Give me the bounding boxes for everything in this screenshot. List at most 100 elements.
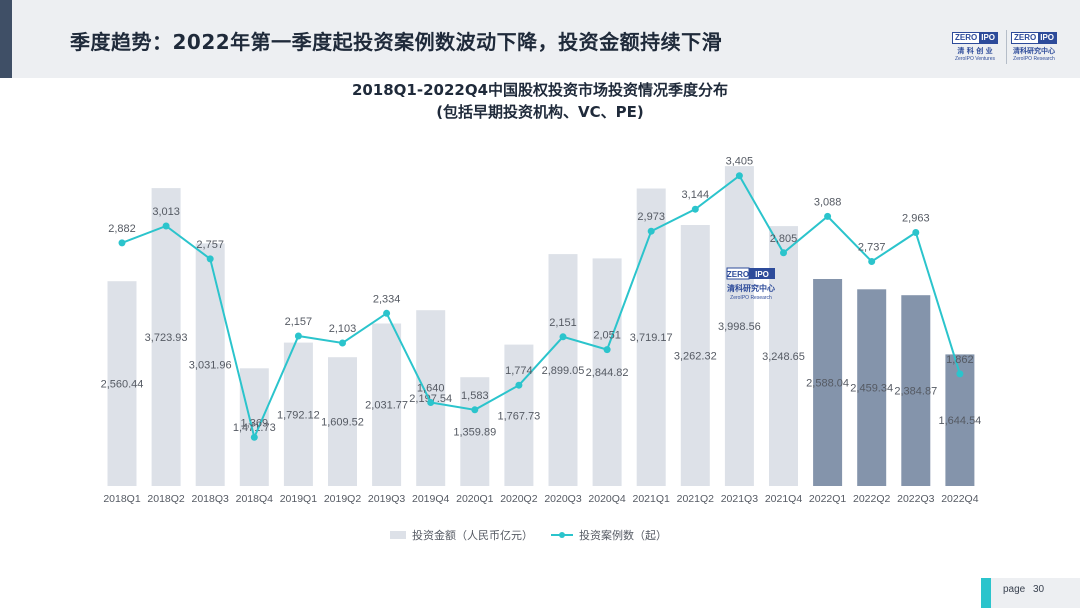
x-tick-label: 2022Q1 xyxy=(809,493,847,505)
x-tick-label: 2019Q3 xyxy=(368,493,406,505)
cases-value-label: 2,334 xyxy=(373,293,401,305)
page-number: 30 xyxy=(1033,584,1045,595)
page-accent xyxy=(981,578,991,608)
legend-item-amount: 投资金额（人民币亿元） xyxy=(390,527,533,543)
cases-point-2021Q3 xyxy=(735,172,743,180)
watermark-ipo-box xyxy=(749,268,775,279)
logo-cn-text: 清 科 创 业 xyxy=(957,47,993,55)
bar-2018Q3 xyxy=(195,243,225,486)
bar-value-label: 2,588.04 xyxy=(806,378,849,390)
cases-series-line xyxy=(121,174,961,441)
x-tick-label: 2019Q4 xyxy=(412,493,450,505)
bar-2022Q2 xyxy=(857,289,887,486)
logo-ipo-text: IPO xyxy=(1038,33,1057,43)
x-tick-label: 2019Q1 xyxy=(280,493,318,505)
page-label: page xyxy=(1003,584,1026,595)
x-tick-label: 2020Q4 xyxy=(588,493,626,505)
cases-point-2021Q2 xyxy=(691,205,699,213)
watermark-cn-text: 清科研究中心 xyxy=(727,283,775,293)
cases-point-2022Q4 xyxy=(956,370,964,378)
x-tick-label: 2019Q2 xyxy=(324,493,362,505)
x-tick-label: 2021Q1 xyxy=(633,493,671,505)
cases-point-2018Q1 xyxy=(118,239,126,247)
bar-2020Q1 xyxy=(460,377,490,486)
cases-value-label: 3,013 xyxy=(152,206,180,218)
bar-value-label: 1,767.73 xyxy=(497,410,540,422)
bar-2019Q4 xyxy=(416,310,446,486)
bar-value-label: 1,792.12 xyxy=(277,409,320,421)
x-tick-label: 2018Q2 xyxy=(147,493,185,505)
cases-value-label: 2,051 xyxy=(593,330,621,342)
bar-2020Q4 xyxy=(592,258,622,486)
chart-title: 2018Q1-2022Q4中国股权投资市场投资情况季度分布 (包括早期投资机构、… xyxy=(0,79,1080,123)
bar-2019Q3 xyxy=(372,323,402,486)
cases-point-2022Q2 xyxy=(868,258,876,265)
bar-value-label: 2,384.87 xyxy=(894,386,937,398)
bar-value-label: 1,644.54 xyxy=(938,415,981,427)
zeroipo-ventures-logo: ZERO IPO 清 科 创 业 ZeroIPO Ventures xyxy=(952,32,999,62)
watermark-ipo-text: IPO xyxy=(755,270,769,279)
logo-cn-text: 清科研究中心 xyxy=(1013,47,1055,55)
legend-label-cases: 投资案例数（起） xyxy=(579,529,667,542)
bar-2018Q2 xyxy=(151,188,181,486)
x-tick-label: 2018Q4 xyxy=(236,493,274,505)
bar-value-label: 2,844.82 xyxy=(586,367,629,379)
cases-value-label: 2,805 xyxy=(770,233,798,245)
cases-point-2020Q1 xyxy=(471,406,479,414)
bar-value-label: 2,560.44 xyxy=(101,379,144,391)
logo-zero-text: ZERO xyxy=(1012,33,1039,43)
cases-point-2019Q3 xyxy=(383,309,391,317)
x-tick-label: 2022Q3 xyxy=(897,493,935,505)
x-tick-label: 2021Q4 xyxy=(765,493,803,505)
chart-title-line1: 2018Q1-2022Q4中国股权投资市场投资情况季度分布 xyxy=(351,81,729,99)
cases-value-label: 2,151 xyxy=(549,317,577,329)
cases-point-2022Q3 xyxy=(912,229,920,236)
x-tick-label: 2022Q4 xyxy=(941,493,979,505)
logo-divider xyxy=(1006,30,1007,64)
cases-value-label: 1,583 xyxy=(461,390,489,402)
bar-2020Q2 xyxy=(504,344,534,486)
bar-2018Q4 xyxy=(239,368,269,486)
cases-point-2019Q1 xyxy=(294,332,302,340)
watermark-en-text: ZeroIPO Research xyxy=(730,295,772,301)
header-accent-stripe xyxy=(0,0,12,78)
bar-2022Q1 xyxy=(813,279,843,486)
bar-value-label: 2,899.05 xyxy=(542,365,585,377)
cases-value-label: 2,882 xyxy=(108,223,136,235)
x-tick-label: 2018Q1 xyxy=(103,493,141,505)
bar-2018Q1 xyxy=(107,281,137,486)
bar-value-label: 3,998.56 xyxy=(718,321,761,333)
bar-value-label: 1,609.52 xyxy=(321,417,364,429)
bar-value-label: 2,459.34 xyxy=(850,383,893,395)
bar-value-label: 3,031.96 xyxy=(189,360,232,372)
cases-point-2022Q1 xyxy=(824,212,832,220)
watermark-logo: ZERO IPO 清科研究中心 ZeroIPO Research xyxy=(726,267,775,301)
x-tick-label: 2020Q1 xyxy=(456,493,494,505)
cases-point-2018Q4 xyxy=(250,433,258,441)
x-tick-label: 2018Q3 xyxy=(192,493,230,505)
cases-value-label: 2,973 xyxy=(637,211,665,223)
legend-label-amount: 投资金额（人民币亿元） xyxy=(412,529,533,542)
x-tick-label: 2020Q2 xyxy=(500,493,538,505)
cases-point-2020Q3 xyxy=(559,333,567,341)
x-tick-label: 2021Q3 xyxy=(721,493,759,505)
chart-legend: 投资金额（人民币亿元） 投资案例数（起） xyxy=(390,527,667,543)
cases-value-label: 1,369 xyxy=(241,417,269,429)
cases-point-2020Q2 xyxy=(515,381,523,389)
bar-2021Q1 xyxy=(636,188,666,486)
x-tick-label: 2020Q3 xyxy=(544,493,582,505)
cases-value-label: 2,157 xyxy=(285,316,313,328)
page-title: 季度趋势：2022年第一季度起投资案例数波动下降，投资金额持续下滑 xyxy=(70,30,723,54)
logo-ipo-text: IPO xyxy=(979,33,998,43)
cases-value-label: 2,737 xyxy=(858,242,886,254)
cases-value-label: 2,103 xyxy=(329,323,357,335)
bar-2021Q3 xyxy=(724,166,754,486)
cases-value-label: 3,088 xyxy=(814,196,842,208)
bar-value-label: 3,248.65 xyxy=(762,351,805,363)
legend-line-swatch xyxy=(551,530,573,540)
cases-point-2021Q4 xyxy=(780,249,787,257)
cases-value-label: 1,774 xyxy=(505,365,533,377)
bar-value-label: 3,723.93 xyxy=(145,332,188,344)
cases-value-label: 3,144 xyxy=(682,189,710,201)
